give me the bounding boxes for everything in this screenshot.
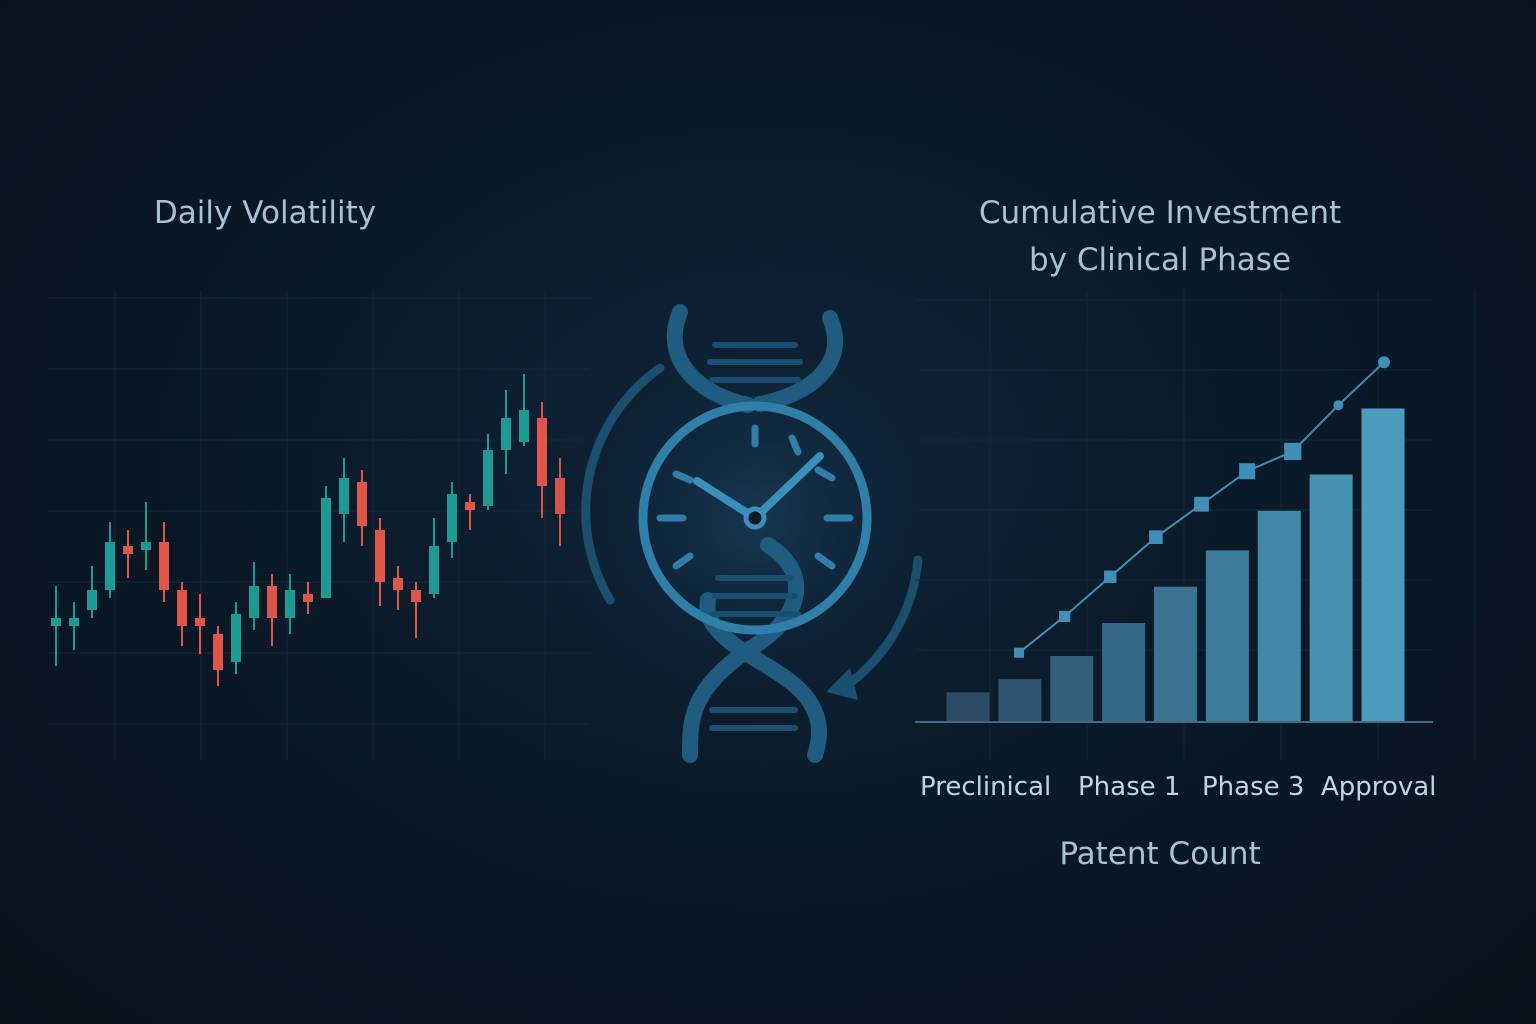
candle-body xyxy=(393,578,403,590)
line-point xyxy=(1104,570,1117,583)
bar xyxy=(1257,510,1301,722)
candle-body xyxy=(375,530,385,582)
candle-body xyxy=(519,410,529,442)
line-point xyxy=(1194,496,1209,512)
candle-body xyxy=(51,618,61,626)
bar xyxy=(1205,550,1249,722)
candle-body xyxy=(195,618,205,626)
x-tick-label: Phase 3 xyxy=(1202,772,1305,802)
candle-body xyxy=(303,594,313,602)
candle-body xyxy=(105,542,115,590)
bar xyxy=(1309,474,1353,722)
bar xyxy=(1050,656,1094,722)
bar xyxy=(946,692,990,722)
candle-body xyxy=(339,478,349,514)
candle-body xyxy=(123,546,133,554)
candle-body xyxy=(285,590,295,618)
line-point xyxy=(1239,463,1256,480)
left-chart-title: Daily Volatility xyxy=(153,195,377,231)
right-title-line-2: by Clinical Phase xyxy=(1028,242,1292,278)
bar xyxy=(1154,586,1197,722)
bar xyxy=(1361,408,1405,722)
candle-body xyxy=(249,586,259,618)
line-point xyxy=(1014,647,1024,658)
line-point xyxy=(1149,530,1163,544)
candle-body xyxy=(231,614,241,662)
candle-body xyxy=(357,482,367,526)
candle-body xyxy=(429,546,439,594)
candle-body xyxy=(213,634,223,670)
right-chart-title: Cumulative Investment by Clinical Phase xyxy=(930,190,1390,284)
x-axis-label: Patent Count xyxy=(1059,836,1261,872)
candle-body xyxy=(177,590,187,626)
candle-body xyxy=(141,542,151,550)
bar xyxy=(1102,623,1146,722)
candle-body xyxy=(411,590,421,602)
line-point xyxy=(1378,356,1390,369)
bar xyxy=(998,679,1042,722)
candle-body xyxy=(267,586,277,618)
candle-body xyxy=(465,502,475,510)
x-tick-label: Approval xyxy=(1321,772,1437,802)
x-tick-label: Phase 1 xyxy=(1078,772,1181,802)
candle-body xyxy=(69,618,79,626)
x-tick-label: Preclinical xyxy=(920,772,1052,802)
candle-body xyxy=(447,494,457,542)
line-point xyxy=(1059,610,1071,622)
candle-body xyxy=(87,590,97,610)
candle-body xyxy=(159,542,169,590)
candle-body xyxy=(537,418,547,486)
candle-body xyxy=(321,498,331,598)
candle-body xyxy=(483,450,493,506)
line-point xyxy=(1284,442,1302,460)
candle-body xyxy=(501,418,511,450)
right-title-line-1: Cumulative Investment xyxy=(978,195,1342,231)
line-point xyxy=(1333,400,1344,411)
